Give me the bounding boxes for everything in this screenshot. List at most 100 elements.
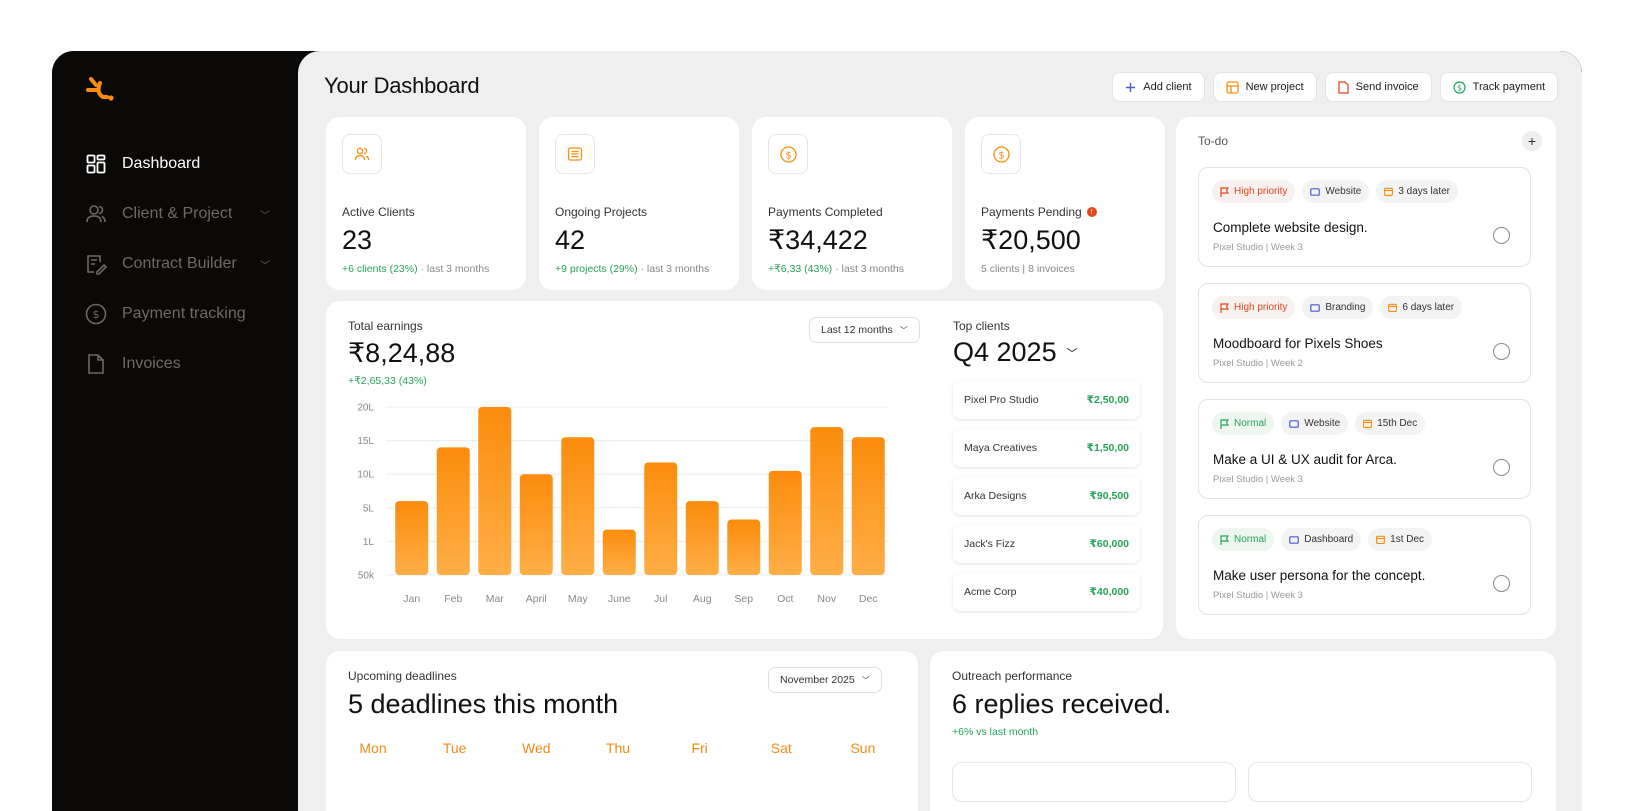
app-window: Dashboard Client & Project ﹀ Contract Bu…	[52, 51, 1582, 811]
outreach-metric-card[interactable]	[952, 762, 1236, 802]
outreach-card: Outreach performance 6 replies received.…	[930, 651, 1556, 811]
due-tag: 3 days later	[1376, 180, 1459, 203]
category-label: Website	[1325, 186, 1362, 197]
task-checkbox[interactable]	[1493, 227, 1510, 244]
stat-card-payments-pending[interactable]: $ Payments Pending! ₹20,500 5 clients | …	[965, 117, 1165, 290]
task-card[interactable]: High priority Branding 6 days later Mood…	[1198, 283, 1531, 383]
weekday-label: Wed	[522, 740, 551, 756]
sidebar-nav: Dashboard Client & Project ﹀ Contract Bu…	[85, 139, 270, 389]
task-checkbox[interactable]	[1493, 459, 1510, 476]
task-card[interactable]: Normal Website 15th Dec Make a UI & UX a…	[1198, 399, 1531, 499]
new-project-button[interactable]: New project	[1212, 72, 1317, 102]
sidebar-item-label: Client & Project	[122, 205, 233, 222]
bar-april[interactable]	[519, 474, 553, 575]
weekday-label: Mon	[359, 740, 387, 756]
stat-label: Active Clients	[342, 205, 415, 219]
weekday-label: Sat	[770, 740, 792, 756]
x-tick-label: June	[608, 593, 631, 605]
add-task-button[interactable]: +	[1522, 131, 1542, 151]
list-item[interactable]: Jack's Fizz ₹60,000	[953, 525, 1140, 563]
file-icon	[1338, 80, 1349, 94]
sidebar-item-label: Dashboard	[122, 155, 201, 172]
add-client-button[interactable]: Add client	[1112, 72, 1205, 102]
task-tags: Normal Website 15th Dec	[1212, 412, 1426, 435]
chevron-down-icon: ﹀	[861, 675, 870, 685]
window-icon	[1289, 535, 1300, 544]
chevron-down-icon[interactable]: ﹀	[260, 210, 270, 222]
task-title: Make a UI & UX audit for Arca.	[1213, 452, 1397, 467]
priority-label: Normal	[1234, 418, 1267, 429]
x-tick-label: Dec	[859, 593, 878, 605]
x-tick-label: April	[526, 593, 547, 605]
bar-jan[interactable]	[395, 501, 429, 575]
month-dropdown-label: November 2025	[780, 674, 855, 686]
x-tick-label: Oct	[777, 593, 793, 605]
bar-june[interactable]	[602, 529, 636, 575]
quarter-value: Q4 2025	[953, 337, 1057, 367]
range-dropdown[interactable]: Last 12 months ﹀	[809, 317, 920, 343]
bar-nov[interactable]	[810, 427, 844, 575]
priority-tag: Normal	[1212, 528, 1275, 551]
bar-aug[interactable]	[685, 501, 719, 575]
flag-icon	[1220, 418, 1229, 429]
svg-text:$: $	[998, 150, 1004, 161]
sidebar-item-invoices[interactable]: Invoices	[85, 339, 270, 389]
client-name: Pixel Pro Studio	[964, 394, 1039, 406]
stat-label: Payments Pending	[981, 205, 1082, 219]
stat-label-row: Payments Pending!	[981, 205, 1097, 219]
sidebar-item-contract-builder[interactable]: Contract Builder ﹀	[85, 239, 270, 289]
task-checkbox[interactable]	[1493, 575, 1510, 592]
stat-change-value: +9 projects (29%)	[555, 263, 638, 275]
stat-value: 23	[342, 225, 373, 255]
y-tick-label: 1L	[363, 537, 375, 548]
list-item[interactable]: Pixel Pro Studio ₹2,50,00	[953, 381, 1140, 419]
send-invoice-button[interactable]: Send invoice	[1324, 72, 1432, 102]
y-tick-label: 20L	[357, 403, 374, 414]
sidebar-item-label: Payment tracking	[122, 305, 246, 322]
x-tick-label: Jan	[403, 593, 420, 605]
quarter-selector[interactable]: Q4 2025 ﹀	[953, 337, 1078, 368]
priority-tag: High priority	[1212, 180, 1296, 203]
stat-change: +6 clients (23%) · last 3 months	[342, 263, 489, 275]
list-item[interactable]: Maya Creatives ₹1,50,00	[953, 429, 1140, 467]
stat-change-value: +6 clients (23%)	[342, 263, 418, 275]
bar-sep[interactable]	[727, 519, 761, 575]
svg-text:$: $	[1457, 83, 1462, 92]
dollar-circle-icon: $	[85, 303, 107, 325]
contract-icon	[85, 253, 107, 275]
sidebar-item-client-project[interactable]: Client & Project ﹀	[85, 189, 270, 239]
bar-feb[interactable]	[436, 447, 470, 575]
bar-may[interactable]	[561, 437, 595, 575]
client-name: Jack's Fizz	[964, 538, 1016, 550]
stat-card-ongoing-projects[interactable]: Ongoing Projects 42 +9 projects (29%) · …	[539, 117, 739, 290]
month-dropdown[interactable]: November 2025 ﹀	[768, 667, 882, 693]
bar-oct[interactable]	[768, 470, 802, 575]
bar-mar[interactable]	[478, 407, 512, 575]
list-item[interactable]: Acme Corp ₹40,000	[953, 573, 1140, 611]
y-tick-label: 15L	[357, 436, 374, 447]
deadlines-label: Upcoming deadlines	[348, 669, 457, 683]
outreach-metric-card[interactable]	[1248, 762, 1532, 802]
task-title: Make user persona for the concept.	[1213, 568, 1426, 583]
sidebar-item-dashboard[interactable]: Dashboard	[85, 139, 270, 189]
task-card[interactable]: Normal Dashboard 1st Dec Make user perso…	[1198, 515, 1531, 615]
chevron-down-icon[interactable]: ﹀	[260, 260, 270, 272]
brand-logo-icon[interactable]	[85, 75, 115, 105]
page-title: Your Dashboard	[324, 73, 480, 98]
bar-dec[interactable]	[851, 437, 885, 575]
stat-card-active-clients[interactable]: Active Clients 23 +6 clients (23%) · las…	[326, 117, 526, 290]
stat-card-payments-completed[interactable]: $ Payments Completed ₹34,422 +₹6,33 (43%…	[752, 117, 952, 290]
task-card[interactable]: High priority Website 3 days later Compl…	[1198, 167, 1531, 267]
track-payment-button[interactable]: $ Track payment	[1439, 72, 1558, 102]
stat-value: 42	[555, 225, 586, 255]
weekday-label: Sun	[850, 740, 876, 756]
list-item[interactable]: Arka Designs ₹90,500	[953, 477, 1140, 515]
client-amount: ₹1,50,00	[1086, 442, 1129, 454]
stat-change-value: +₹6,33 (43%)	[768, 263, 833, 275]
bar-jul[interactable]	[644, 462, 678, 575]
client-amount: ₹40,000	[1089, 586, 1129, 598]
task-meta: Pixel Studio | Week 3	[1213, 590, 1303, 601]
sidebar-item-payment-tracking[interactable]: $ Payment tracking	[85, 289, 270, 339]
flag-icon	[1220, 302, 1229, 313]
task-checkbox[interactable]	[1493, 343, 1510, 360]
